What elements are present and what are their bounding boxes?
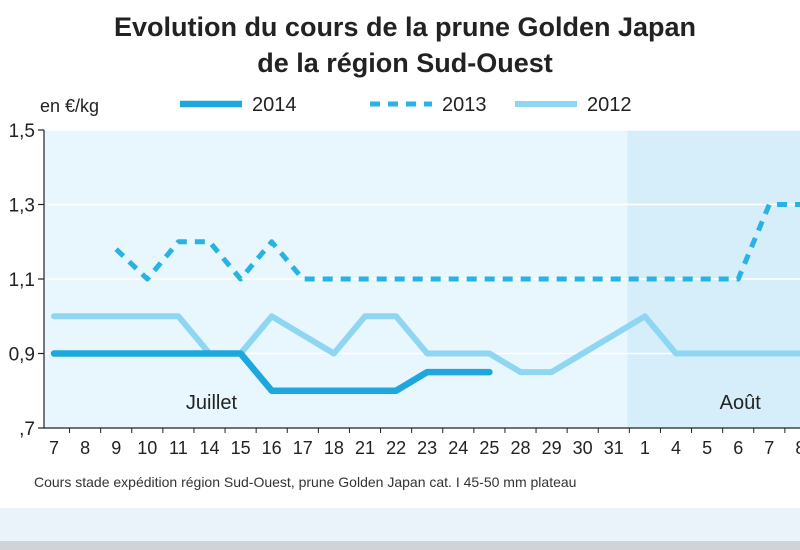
x-tick-label: 18 (324, 438, 344, 458)
month-label: Juillet (186, 392, 238, 414)
chart-subtitle: de la région Sud-Ouest (257, 48, 553, 78)
x-tick-label: 31 (604, 438, 624, 458)
x-tick-label: 8 (795, 438, 800, 458)
x-tick-label: 22 (386, 438, 406, 458)
x-tick-label: 14 (199, 438, 219, 458)
x-tick-label: 28 (510, 438, 530, 458)
series-line-2014 (50, 350, 493, 394)
x-tick-label: 25 (479, 438, 499, 458)
legend: 2014 2013 2012 (180, 94, 632, 116)
x-tick-label: 4 (671, 438, 681, 458)
x-tick-label: 11 (169, 438, 188, 458)
x-tick-label: 16 (262, 438, 282, 458)
y-tick-label: 0,9 (9, 345, 35, 366)
x-tick-label: 8 (80, 438, 90, 458)
series-line-2012 (51, 313, 800, 376)
x-tick-label: 24 (448, 438, 468, 458)
x-tick-label: 5 (702, 438, 712, 458)
x-tick-label: 23 (417, 438, 437, 458)
legend-label-2013: 2013 (442, 94, 487, 116)
x-tick-label: 21 (355, 438, 375, 458)
x-tick-label: 30 (573, 438, 593, 458)
y-tick-label: 1,1 (9, 270, 35, 291)
y-tick-label: ,7 (19, 419, 35, 440)
x-tick-label: 15 (231, 438, 251, 458)
footer-bar (0, 541, 800, 550)
legend-label-2014: 2014 (252, 94, 297, 116)
x-tick-label: 29 (542, 438, 562, 458)
y-tick-label: 1,3 (9, 196, 35, 217)
month-labels: Juillet Août (186, 392, 761, 414)
x-tick-label: 7 (764, 438, 774, 458)
x-tick-label: 10 (137, 438, 157, 458)
series-lines (50, 202, 800, 394)
chart-title: Evolution du cours de la prune Golden Ja… (114, 12, 696, 42)
x-axis: 7 8 9 10 11 14 15 16 17 18 21 22 23 24 25 28 29 30 31 1 4 5 6 7… (44, 427, 800, 458)
y-tick-label: 1,5 (9, 121, 35, 142)
x-tick-label: 17 (293, 438, 313, 458)
x-tick-label: 6 (733, 438, 743, 458)
series-line-2013 (114, 202, 800, 282)
y-axis-unit-label: en €/kg (40, 96, 99, 116)
x-tick-label: 9 (111, 438, 121, 458)
month-label: Août (720, 392, 762, 414)
chart-caption: Cours stade expédition région Sud-Ouest,… (34, 474, 576, 490)
x-tick-label: 7 (49, 438, 59, 458)
y-axis: ,7 0,9 1,1 1,3 1,5 (9, 121, 45, 440)
x-tick-label: 1 (640, 438, 650, 458)
legend-label-2012: 2012 (587, 94, 632, 116)
